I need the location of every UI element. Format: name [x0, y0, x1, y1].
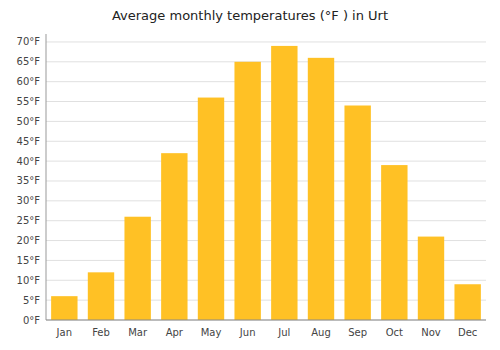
- y-tick-label: 45°F: [17, 136, 41, 147]
- x-tick-label: Oct: [386, 327, 403, 338]
- grid-line: [46, 81, 486, 82]
- y-tick-label: 60°F: [17, 76, 41, 87]
- bar: [234, 62, 260, 320]
- y-tick-label: 30°F: [17, 195, 41, 206]
- grid-line: [46, 121, 486, 122]
- chart-container: Average monthly temperatures (°F ) in Ur…: [0, 0, 500, 350]
- bar: [418, 237, 444, 320]
- bars: [51, 46, 481, 320]
- bar: [198, 98, 224, 320]
- x-tick-label: Jan: [56, 327, 72, 338]
- x-tick-label: Jun: [239, 327, 256, 338]
- grid-line: [46, 141, 486, 142]
- x-tick-label: Mar: [128, 327, 148, 338]
- title: Average monthly temperatures (°F ) in Ur…: [112, 8, 388, 23]
- chart-svg: Average monthly temperatures (°F ) in Ur…: [0, 0, 500, 350]
- y-tick-label: 65°F: [17, 56, 41, 67]
- bar: [51, 296, 77, 320]
- x-tick-label: May: [201, 327, 222, 338]
- y-tick-label: 15°F: [17, 255, 41, 266]
- y-tick-label: 50°F: [17, 116, 41, 127]
- x-tick-labels: Jan Feb Mar Apr May Jun Jul Aug Sep Oct Nov Dec: [56, 327, 478, 338]
- y-tick-label: 0°F: [23, 315, 40, 326]
- grid-line: [46, 41, 486, 42]
- y-tick-label: 25°F: [17, 215, 41, 226]
- y-tick-label: 35°F: [17, 175, 41, 186]
- x-tick-label: Aug: [311, 327, 331, 338]
- bar: [88, 272, 114, 320]
- bar: [124, 217, 150, 320]
- y-tick-label: 55°F: [17, 96, 41, 107]
- x-tick-label: Jul: [277, 327, 290, 338]
- x-axis-line: [46, 320, 486, 321]
- bar: [381, 165, 407, 320]
- bar: [308, 58, 334, 320]
- y-grid: [46, 42, 486, 320]
- y-axis-line: [46, 34, 47, 320]
- grid-line: [46, 220, 486, 221]
- bar: [161, 153, 187, 320]
- bar: [454, 284, 480, 320]
- y-tick-label: 40°F: [17, 156, 41, 167]
- grid-line: [46, 61, 486, 62]
- bar: [271, 46, 297, 320]
- x-tick-label: Dec: [458, 327, 477, 338]
- grid-line: [46, 320, 486, 321]
- bar: [344, 106, 370, 321]
- y-tick-label: 20°F: [17, 235, 41, 246]
- y-tick-label: 5°F: [23, 295, 40, 306]
- grid-line: [46, 101, 486, 102]
- grid-line: [46, 161, 486, 162]
- y-tick-label: 70°F: [17, 36, 41, 47]
- x-tick-label: Sep: [348, 327, 367, 338]
- y-tick-label: 10°F: [17, 275, 41, 286]
- y-tick-labels: 0°F 5°F 10°F 15°F 20°F 25°F 30°F 35°F 40°F 45°F 50…: [17, 36, 41, 325]
- grid-line: [46, 180, 486, 181]
- x-tick-label: Apr: [166, 327, 184, 338]
- x-tick-label: Feb: [92, 327, 110, 338]
- grid-line: [46, 200, 486, 201]
- x-tick-label: Nov: [421, 327, 441, 338]
